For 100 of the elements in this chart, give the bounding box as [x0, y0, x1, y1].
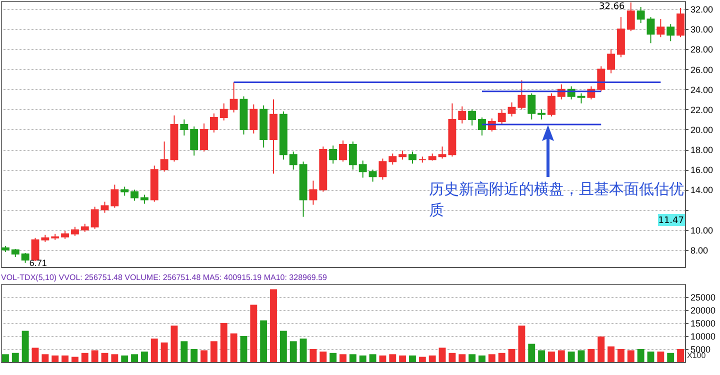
- bar: [379, 356, 386, 362]
- bar: [588, 349, 595, 362]
- candlestick: [358, 160, 367, 178]
- bar: [617, 349, 624, 362]
- bar: [340, 354, 346, 362]
- bar: [558, 350, 565, 362]
- bar: [598, 336, 605, 362]
- candlestick: [130, 189, 138, 202]
- bar: [399, 356, 406, 362]
- bar: [260, 320, 268, 362]
- y-tick-label: 15000: [690, 318, 716, 328]
- bar: [2, 354, 9, 362]
- y-tick-label: 24.00: [690, 84, 714, 95]
- y-tick-label: 32.00: [690, 4, 714, 15]
- candlestick: [230, 82, 238, 113]
- bar: [140, 352, 148, 362]
- bar: [528, 344, 536, 362]
- bar: [468, 354, 476, 362]
- candlestick: [398, 150, 407, 160]
- bar: [320, 352, 327, 362]
- candlestick: [140, 194, 148, 204]
- candlestick: [70, 226, 79, 236]
- candlestick: [538, 108, 546, 120]
- bar: [300, 338, 307, 362]
- candlestick: [110, 184, 119, 208]
- bar: [627, 350, 634, 362]
- candlestick: [388, 153, 397, 166]
- bar: [32, 348, 39, 362]
- bar: [667, 352, 674, 362]
- bar: [330, 352, 337, 362]
- bar: [677, 349, 684, 362]
- y-tick-label: 30.00: [690, 24, 714, 35]
- bar: [458, 354, 466, 362]
- y-tick-label: 26.00: [690, 64, 714, 75]
- bar: [200, 350, 208, 362]
- candlestick: [607, 48, 616, 74]
- candlestick: [636, 6, 645, 24]
- bar: [548, 352, 555, 362]
- bar: [170, 326, 178, 362]
- annotation: 32.66: [599, 2, 626, 12]
- bar: [121, 356, 128, 362]
- candlestick: [656, 18, 665, 38]
- bar: [150, 338, 158, 362]
- bar: [160, 342, 168, 362]
- bar: [290, 341, 297, 362]
- candlestick: [190, 126, 198, 156]
- candlestick: [498, 108, 506, 125]
- bar: [478, 356, 486, 362]
- candlestick: [200, 122, 208, 152]
- bar: [62, 356, 69, 362]
- bar: [190, 349, 198, 362]
- candlestick: [160, 141, 168, 172]
- bar: [409, 356, 416, 362]
- candlestick: [478, 116, 486, 136]
- y-tick-label: 14.00: [690, 185, 714, 196]
- bar: [647, 352, 654, 362]
- bar: [52, 356, 59, 362]
- y-tick-label: 8.00: [690, 245, 708, 256]
- candlestick: [368, 169, 377, 182]
- candlestick: [597, 66, 606, 92]
- candlestick: [646, 16, 655, 44]
- y-tick-label: 25000: [690, 292, 716, 302]
- bar: [180, 341, 188, 362]
- y-tick-label: 20.00: [690, 124, 714, 135]
- bar: [101, 352, 108, 362]
- candlestick: [468, 108, 476, 126]
- bar: [428, 356, 436, 362]
- candlestick: [577, 92, 586, 104]
- annotation: 11.47: [658, 216, 684, 226]
- bar: [637, 349, 644, 362]
- bar: [418, 356, 426, 362]
- bar: [349, 354, 356, 362]
- bar: [568, 352, 575, 362]
- candlestick: [508, 102, 516, 117]
- candlestick: [180, 118, 188, 136]
- bar: [131, 354, 138, 362]
- bar: [369, 354, 376, 362]
- y-tick-label: 10000: [690, 332, 716, 342]
- bar: [498, 352, 506, 362]
- bar: [518, 326, 526, 362]
- candlestick: [90, 206, 99, 230]
- candlestick: [21, 252, 30, 264]
- candlestick: [408, 151, 416, 164]
- y-tick-label: 20000: [690, 306, 716, 316]
- candlestick: [31, 237, 40, 262]
- bar: [389, 354, 396, 362]
- chart-title: VOL-TDX(5,10) VVOL: 256751.48 VOLUME: 256751.48 MA5: 400915.19 MA10: 328969.59: [1, 273, 328, 282]
- bar: [12, 352, 19, 362]
- bar: [210, 341, 218, 362]
- bar: [42, 354, 49, 362]
- bar: [91, 350, 98, 362]
- bar: [240, 336, 248, 362]
- candlestick: [348, 141, 357, 170]
- bar: [22, 330, 29, 362]
- y-tick-label: 22.00: [690, 104, 714, 115]
- bar: [250, 304, 258, 362]
- candlestick: [528, 92, 536, 120]
- candlestick: [250, 104, 258, 134]
- y-tick-label: 18.00: [690, 145, 714, 156]
- candlestick: [329, 145, 338, 164]
